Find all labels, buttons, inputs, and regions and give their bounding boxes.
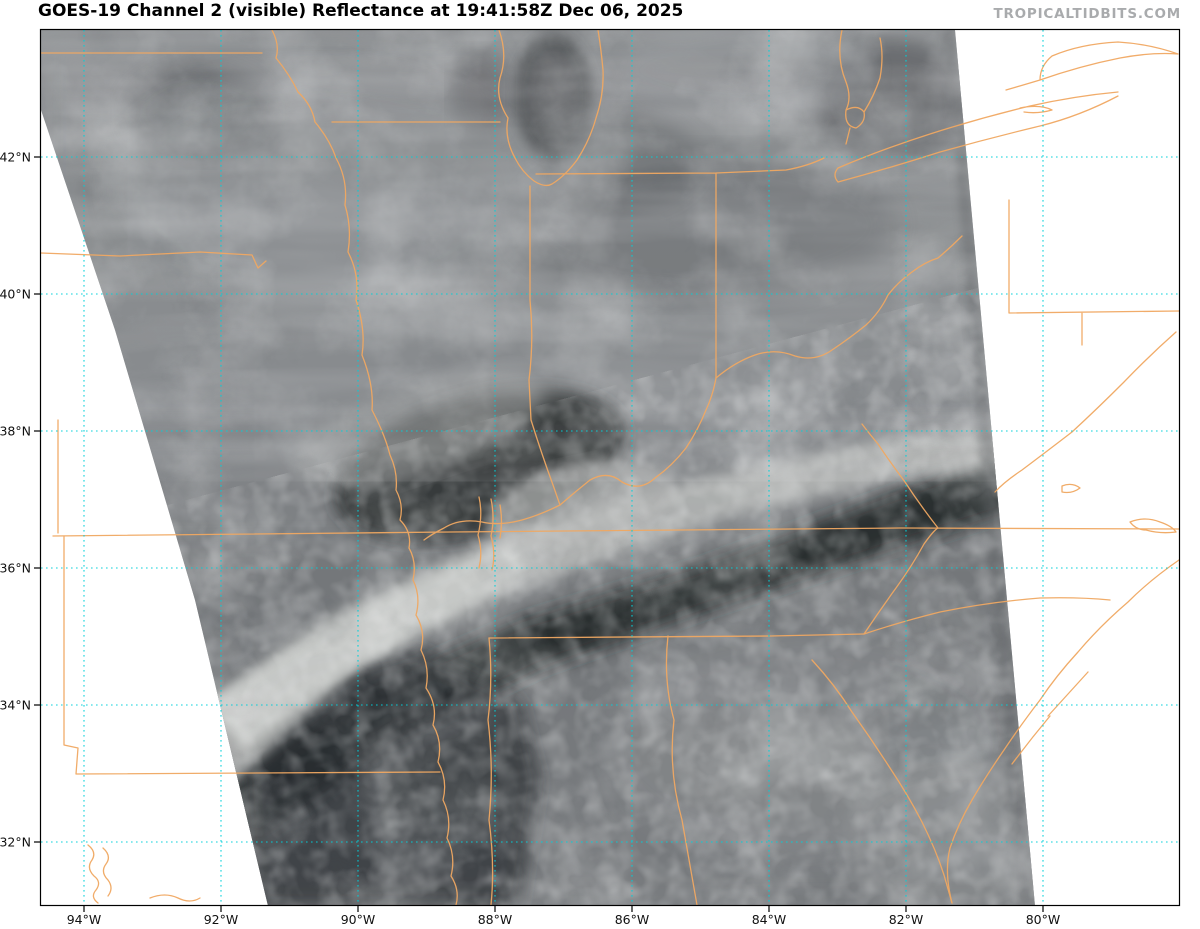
lat-tick-label: 36°N — [0, 561, 31, 576]
latlon-grid — [41, 30, 1179, 905]
satellite-imagery — [40, 30, 1035, 906]
lon-tick-label: 86°W — [615, 912, 650, 927]
carolinas-borders — [861, 423, 1111, 635]
lat-tick-label: 32°N — [0, 835, 31, 850]
tropicaltidbits-watermark: TROPICALTIDBITS.COM — [993, 6, 1181, 22]
lat-tick-label: 34°N — [0, 698, 31, 713]
axis-ticks — [34, 156, 1044, 912]
page-title: GOES-19 Channel 2 (visible) Reflectance … — [38, 1, 684, 21]
lat-tick-label: 42°N — [0, 150, 31, 165]
upper-midwest-borders — [40, 52, 825, 379]
mid-atlantic-borders — [994, 199, 1180, 534]
kentucky-virginia-36-5-line — [52, 527, 1180, 537]
lon-tick-label: 90°W — [341, 912, 376, 927]
map-frame — [39, 28, 1181, 907]
great-lakes-outlines — [834, 29, 1179, 183]
lon-tick-label: 92°W — [204, 912, 239, 927]
lake-michigan-outline — [497, 29, 604, 187]
lat-tick-label: 40°N — [0, 287, 31, 302]
lon-tick-label: 82°W — [889, 912, 924, 927]
longitude-axis-labels: 94°W 92°W 90°W 88°W 86°W 84°W 82°W 80°W — [67, 912, 1061, 927]
lat-tick-label: 38°N — [0, 424, 31, 439]
mississippi-river — [271, 29, 458, 906]
latitude-axis-labels: 42°N 40°N 38°N 36°N 34°N 32°N — [0, 150, 31, 850]
lon-tick-label: 84°W — [752, 912, 787, 927]
kentucky-lakes — [477, 496, 503, 571]
state-borders — [40, 29, 1180, 906]
illinois-indiana-border — [528, 185, 561, 506]
lon-tick-label: 88°W — [478, 912, 513, 927]
missouri-arkansas-west-borders — [57, 419, 441, 775]
lower-mississippi-meanders — [87, 844, 201, 904]
ms-al-ga-borders — [487, 635, 698, 906]
tennessee-south-border — [488, 633, 865, 639]
lon-tick-label: 94°W — [67, 912, 102, 927]
lon-tick-label: 80°W — [1026, 912, 1061, 927]
